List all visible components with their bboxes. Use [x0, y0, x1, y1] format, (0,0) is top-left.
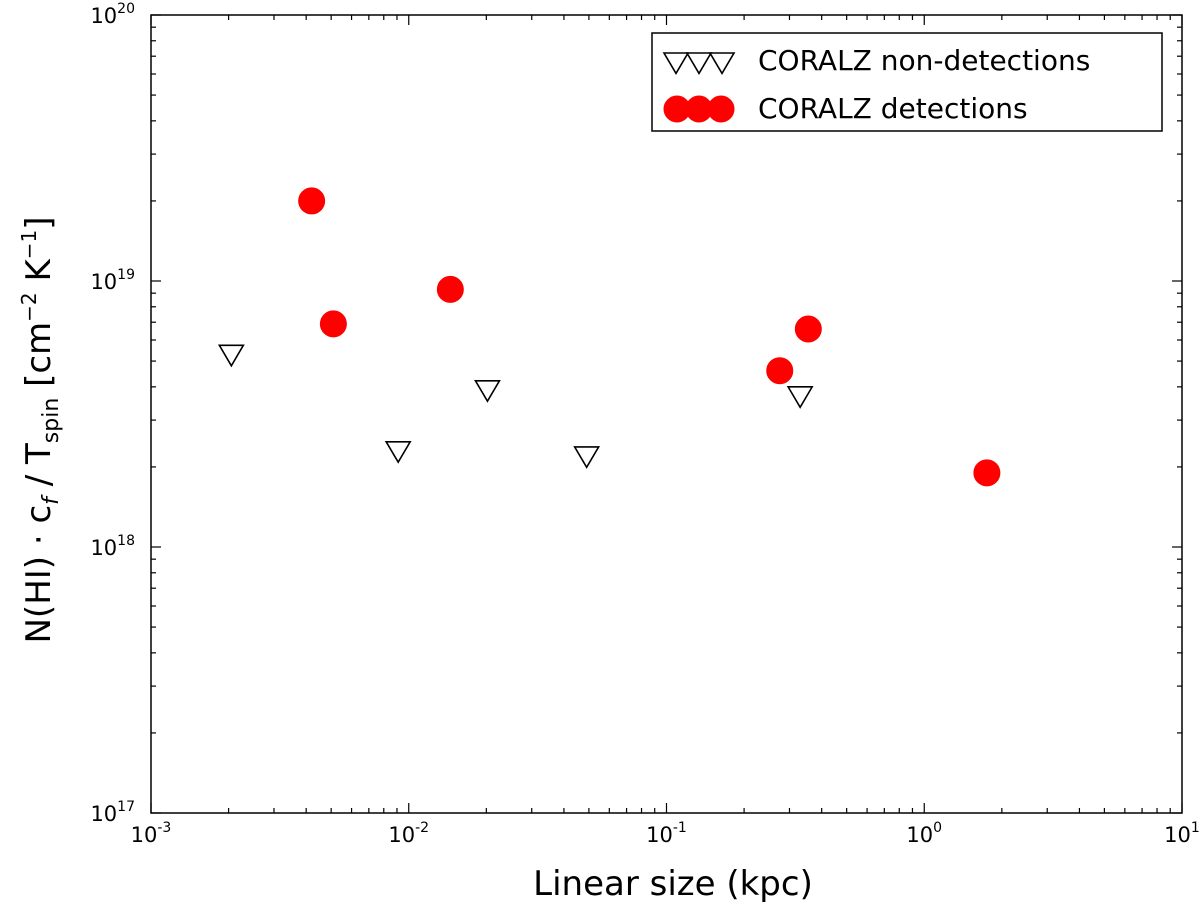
detection-point: [319, 310, 347, 338]
detection-point: [436, 275, 464, 303]
y-tick-label-base: 10: [90, 270, 117, 294]
legend-triangle-marker: [708, 52, 736, 75]
points-layer: [217, 187, 1001, 487]
x-tick-label-exp: -3: [157, 820, 171, 836]
y-tick-label: 1020: [90, 1, 135, 28]
detection-point: [766, 357, 794, 385]
x-tick-label-base: 10: [646, 823, 673, 847]
y-tick-label-base: 10: [90, 536, 117, 560]
non-detection-point: [384, 440, 412, 464]
non-detection-point: [573, 446, 601, 469]
x-tick-label: 10-3: [131, 820, 172, 847]
legend-marker-non-detections: [662, 52, 736, 75]
legend-label-non-detections: CORALZ non-detections: [758, 44, 1090, 77]
y-tick-label: 1018: [90, 533, 135, 560]
x-tick-label-exp: 0: [933, 820, 942, 836]
x-tick-label-base: 10: [906, 823, 933, 847]
detection-point: [973, 459, 1001, 487]
y-axis-title-unit-close: ]: [19, 217, 59, 230]
x-tick-label: 10-1: [646, 820, 687, 847]
y-axis-title-exp-neg2: −2: [17, 292, 41, 321]
plot-frame: [150, 14, 1183, 814]
non-detection-point: [786, 386, 814, 409]
x-axis-title: Linear size (kpc): [533, 864, 813, 904]
y-tick-label-base: 10: [90, 802, 117, 826]
detection-point: [794, 315, 822, 343]
x-tick-label: 10-2: [388, 820, 429, 847]
x-tick-label-exp: 1: [1191, 820, 1200, 836]
y-axis-title-unit-open: [cm: [19, 322, 59, 398]
y-tick-label-base: 10: [90, 4, 117, 28]
legend-marker-detections: [663, 95, 735, 123]
y-tick-label-exp: 20: [117, 1, 135, 17]
non-detection-point: [474, 379, 501, 403]
y-axis-title-sub-spin: spin: [39, 398, 64, 443]
y-tick-label: 1019: [90, 267, 135, 294]
detection-point: [298, 187, 326, 215]
y-axis-title-unit-k: K: [19, 258, 59, 293]
legend-circle-marker: [707, 95, 735, 123]
y-tick-label-exp: 17: [117, 799, 135, 815]
y-axis-title-sub-f: f: [39, 494, 64, 505]
legend-label-detections: CORALZ detections: [758, 92, 1028, 125]
x-tick-label: 100: [906, 820, 942, 847]
x-tick-label-exp: -2: [415, 820, 429, 836]
x-tick-label-base: 10: [388, 823, 415, 847]
legend-triangle-marker: [662, 52, 690, 75]
y-axis-title-exp-neg1: −1: [17, 230, 41, 259]
legend-box: [651, 32, 1163, 132]
x-tick-label-base: 10: [1164, 823, 1191, 847]
x-tick-label-base: 10: [131, 823, 158, 847]
y-tick-label: 1017: [90, 799, 135, 826]
y-axis-title-mid: / T: [19, 443, 59, 497]
y-tick-label-exp: 18: [117, 533, 135, 549]
legend-triangle-marker: [685, 52, 713, 75]
y-axis-title-main: N(HI) · c: [19, 505, 59, 644]
y-tick-label-exp: 19: [117, 267, 135, 283]
x-tick-label: 101: [1164, 820, 1200, 847]
non-detection-point: [217, 344, 245, 368]
y-axis-title: N(HI) · cf / Tspin [cm−2 K−1]: [17, 217, 64, 644]
legend: CORALZ non-detections CORALZ detections: [651, 32, 1163, 132]
x-tick-label-exp: -1: [673, 820, 687, 836]
